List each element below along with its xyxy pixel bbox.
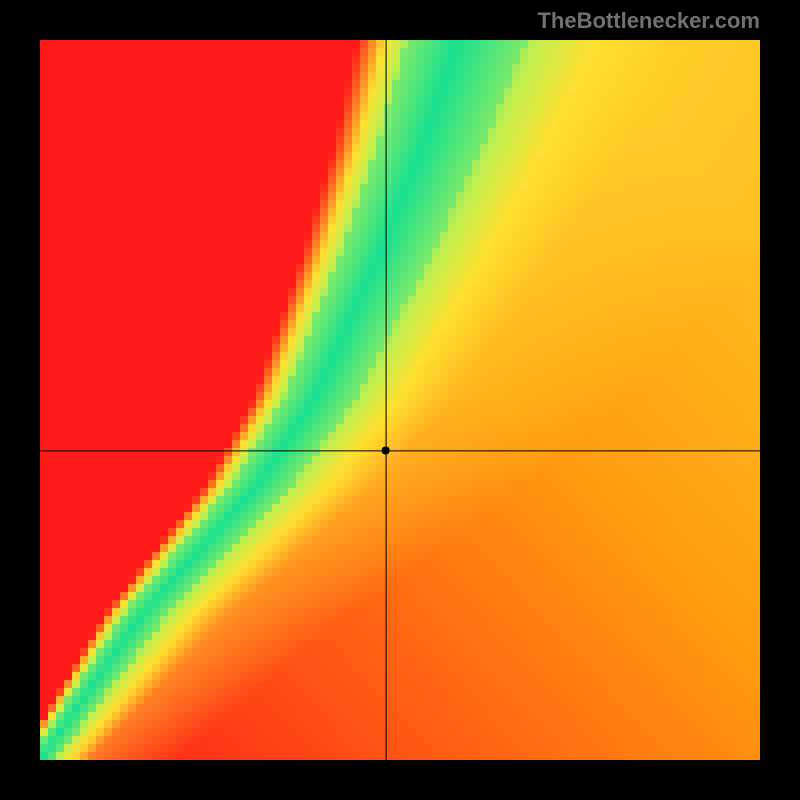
bottleneck-heatmap [40, 40, 760, 760]
chart-stage: TheBottlenecker.com [0, 0, 800, 800]
attribution-text: TheBottlenecker.com [537, 8, 760, 34]
